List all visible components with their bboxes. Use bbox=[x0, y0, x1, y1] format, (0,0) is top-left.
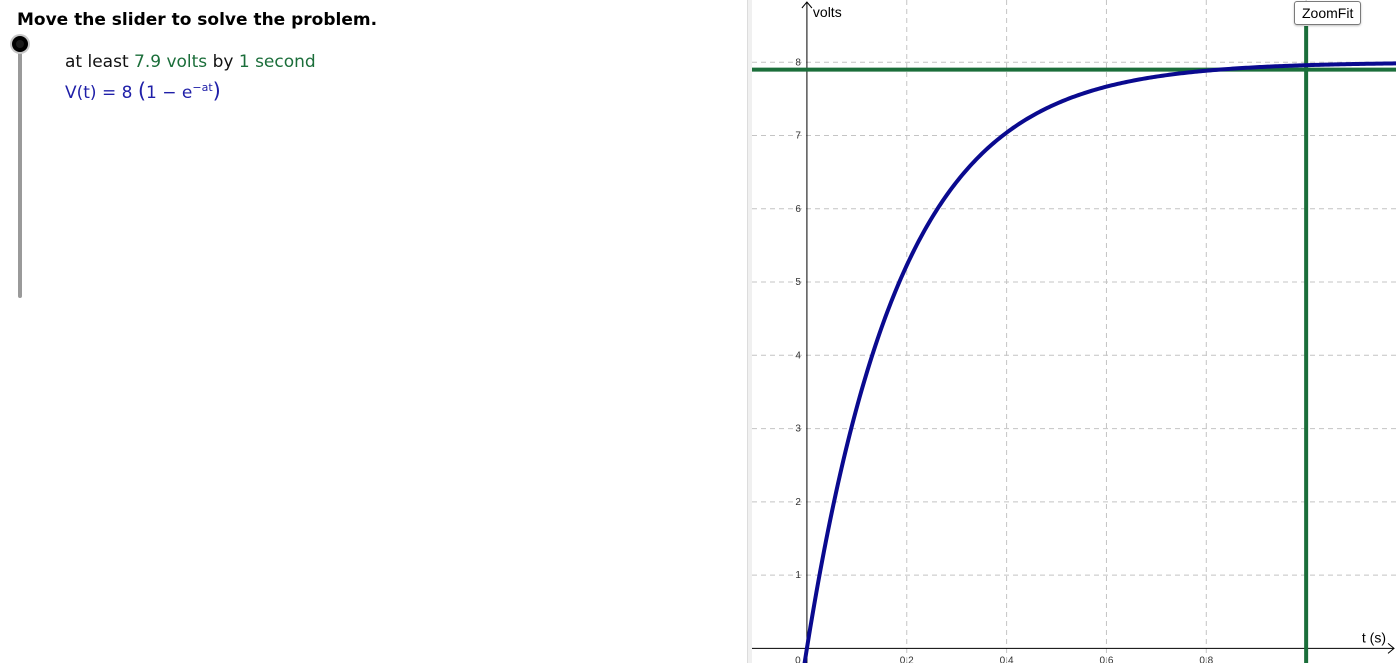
x-axis-label: t (s) bbox=[1362, 629, 1386, 645]
x-tick-label: 0.4 bbox=[1000, 655, 1014, 663]
instruction-text: Move the slider to solve the problem. bbox=[17, 10, 378, 30]
graph-canvas[interactable]: t (s) volts 0 0.2 0.4 0.6 0.8 1 2 3 4 5 6 7 8 bbox=[752, 0, 1396, 663]
y-tick-label: 4 bbox=[795, 350, 801, 361]
x-tick-labels: 0 0.2 0.4 0.6 0.8 bbox=[795, 655, 1214, 663]
zoomfit-button[interactable]: ZoomFit bbox=[1294, 1, 1362, 25]
formula-text: V(t) = 8 (1 − e−at) bbox=[65, 79, 221, 103]
slider-track[interactable] bbox=[18, 46, 22, 298]
y-tick-label: 6 bbox=[795, 204, 801, 215]
x-tick-label: 0.6 bbox=[1099, 655, 1113, 663]
y-tick-label: 3 bbox=[795, 424, 801, 435]
goal-time: 1 second bbox=[238, 52, 316, 72]
x-tick-label: 0.8 bbox=[1199, 655, 1213, 663]
goal-statement: at least 7.9 volts by 1 second bbox=[65, 52, 316, 72]
panel-divider[interactable] bbox=[747, 0, 752, 663]
grid-lines bbox=[752, 0, 1396, 663]
axes: t (s) volts bbox=[752, 1, 1395, 663]
voltage-curve[interactable] bbox=[802, 61, 1396, 663]
y-tick-label: 5 bbox=[795, 277, 801, 288]
formula-exponent: −at bbox=[192, 81, 213, 94]
y-tick-label: 7 bbox=[795, 131, 801, 142]
algebra-panel: Move the slider to solve the problem. at… bbox=[12, 10, 378, 298]
graphics-view[interactable]: t (s) volts 0 0.2 0.4 0.6 0.8 1 2 3 4 5 6 7 8 ZoomF… bbox=[752, 0, 1396, 663]
y-axis-arrow-icon bbox=[801, 1, 813, 9]
x-tick-label: 0.2 bbox=[900, 655, 914, 663]
goal-middle: by bbox=[212, 52, 234, 72]
y-tick-label: 1 bbox=[795, 570, 801, 581]
formula-open-paren: ( bbox=[137, 79, 147, 103]
goal-prefix: at least bbox=[65, 52, 129, 72]
y-tick-label: 2 bbox=[795, 497, 801, 508]
slider-knob[interactable] bbox=[12, 36, 28, 52]
formula-close-paren: ) bbox=[212, 79, 221, 103]
formula-lhs: V(t) = 8 bbox=[65, 83, 138, 103]
y-axis-label: volts bbox=[813, 4, 842, 20]
formula-body: 1 − e bbox=[146, 83, 193, 103]
goal-voltage: 7.9 volts bbox=[134, 52, 208, 72]
y-tick-labels: 1 2 3 4 5 6 7 8 bbox=[795, 57, 801, 581]
x-tick-label: 0 bbox=[795, 655, 801, 663]
y-tick-label: 8 bbox=[795, 57, 801, 68]
x-axis-arrow-icon bbox=[1387, 642, 1395, 654]
